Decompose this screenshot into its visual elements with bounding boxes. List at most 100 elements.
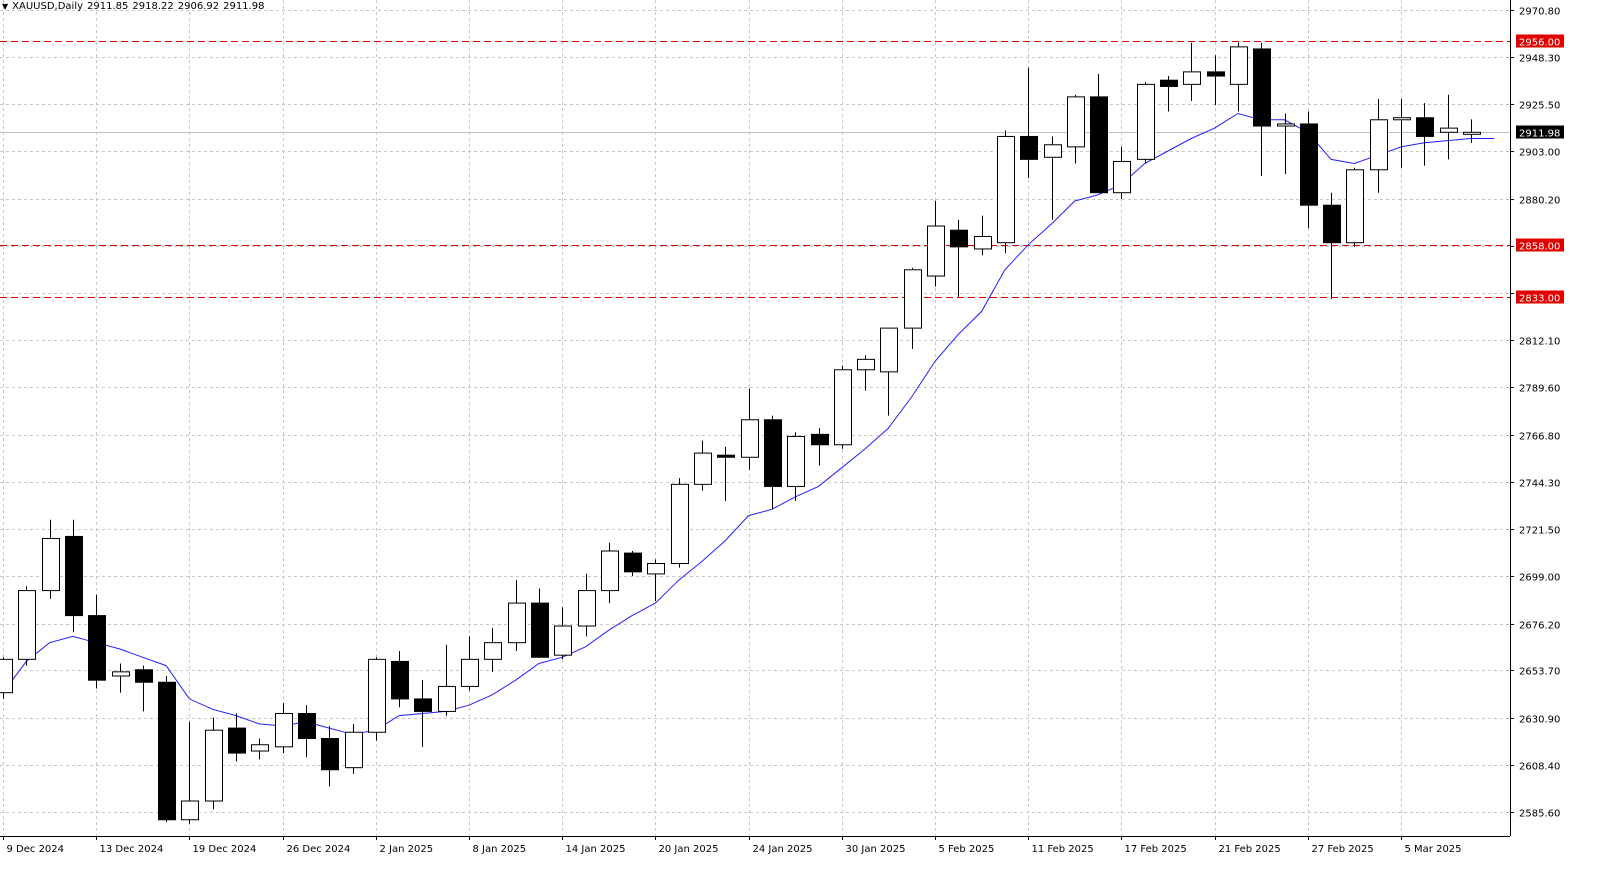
current-price-label: 2911.98 <box>1519 129 1560 140</box>
candle <box>647 559 665 602</box>
candle-body-down <box>811 433 829 446</box>
candle-body-down <box>717 454 735 458</box>
candle <box>1020 67 1038 179</box>
x-tick-label: 5 Mar 2025 <box>1405 844 1462 855</box>
candle <box>1230 42 1248 112</box>
candle-body-down <box>298 713 316 740</box>
candle <box>135 665 153 712</box>
x-tick-label: 17 Feb 2025 <box>1125 844 1187 855</box>
candle <box>554 607 572 660</box>
x-tick-label: 27 Feb 2025 <box>1312 844 1374 855</box>
candle-body-down <box>1160 79 1178 87</box>
candle-body-down <box>1300 123 1318 206</box>
candle <box>321 726 339 787</box>
candle-body-up <box>0 658 13 694</box>
candle <box>578 573 596 637</box>
x-tick-label: 8 Jan 2025 <box>473 844 527 855</box>
candle-body-up <box>904 269 922 329</box>
candle <box>1300 111 1318 229</box>
candle-body-up <box>345 731 363 769</box>
y-tick-label: 2676.20 <box>1519 621 1560 632</box>
candle <box>1393 98 1411 168</box>
candle <box>42 519 60 599</box>
candle <box>880 327 898 416</box>
candle <box>251 738 269 760</box>
candle <box>345 723 363 774</box>
candle <box>112 663 130 693</box>
candle <box>508 580 526 652</box>
candle-body-up <box>997 135 1015 244</box>
x-tick-label: 11 Feb 2025 <box>1032 844 1094 855</box>
candle-body-up <box>18 590 36 660</box>
y-tick-label: 2653.70 <box>1519 667 1560 678</box>
candle-body-up <box>857 358 875 371</box>
candle <box>298 705 316 758</box>
candle-body-up <box>205 729 223 802</box>
candle <box>717 446 735 502</box>
candle <box>904 267 922 349</box>
candle-body-up <box>1277 123 1295 127</box>
candle <box>1183 42 1201 102</box>
candle <box>997 130 1015 254</box>
open-value: 2911.85 <box>87 1 129 12</box>
candle-body-down <box>135 669 153 683</box>
candle <box>974 215 992 256</box>
candle <box>764 415 782 510</box>
y-tick-label: 2789.60 <box>1519 384 1560 395</box>
level-label: 2956.00 <box>1519 38 1560 49</box>
candle-body-down <box>1020 135 1038 160</box>
candle <box>857 355 875 391</box>
candle-body-up <box>1183 71 1201 85</box>
candle <box>927 201 945 287</box>
candle-body-up <box>1463 131 1481 135</box>
candle <box>950 219 968 297</box>
level-label-box <box>1516 290 1564 304</box>
candle <box>1113 146 1131 199</box>
candle-body-up <box>275 713 293 748</box>
y-tick-label: 2744.30 <box>1519 479 1560 490</box>
candle <box>18 586 36 666</box>
candle <box>88 594 106 689</box>
candle-body-up <box>1067 96 1085 148</box>
x-tick-label: 13 Dec 2024 <box>100 844 164 855</box>
symbol-label: XAUUSD,Daily <box>12 1 84 12</box>
y-tick-label: 2970.80 <box>1519 7 1560 18</box>
candles <box>0 42 1481 824</box>
candle <box>414 680 432 747</box>
x-tick-label: 9 Dec 2024 <box>7 844 65 855</box>
candle-body-up <box>368 658 386 733</box>
x-tick-label: 20 Jan 2025 <box>659 844 719 855</box>
candle-body-down <box>1090 96 1108 194</box>
candle <box>1067 94 1085 164</box>
candle-body-up <box>927 225 945 277</box>
candle-body-up <box>1137 83 1155 160</box>
x-tick-label: 24 Jan 2025 <box>753 844 813 855</box>
candle-body-up <box>1230 46 1248 85</box>
candle <box>811 428 829 466</box>
y-tick-label: 2903.00 <box>1519 148 1560 159</box>
candle-body-up <box>741 419 759 458</box>
candle-body-up <box>484 642 502 660</box>
candle-body-up <box>508 602 526 644</box>
low-value: 2906.92 <box>177 1 220 12</box>
candle <box>275 703 293 754</box>
candle <box>1253 42 1271 177</box>
candle <box>531 588 549 658</box>
collapse-triangle-icon[interactable]: ▼ <box>2 2 9 11</box>
moving-average-line <box>2 112 1495 735</box>
candle <box>1463 119 1481 143</box>
close-value: 2911.98 <box>223 1 265 12</box>
x-tick-label: 2 Jan 2025 <box>380 844 434 855</box>
candle-body-up <box>647 563 665 575</box>
candle-body-up <box>694 452 712 485</box>
candle-body-down <box>65 535 83 617</box>
candle-body-up <box>601 550 619 592</box>
candle <box>741 388 759 470</box>
candle <box>65 519 83 633</box>
candle <box>205 717 223 810</box>
candle-body-up <box>671 483 689 565</box>
candle <box>1044 136 1062 220</box>
candle <box>1277 113 1295 174</box>
